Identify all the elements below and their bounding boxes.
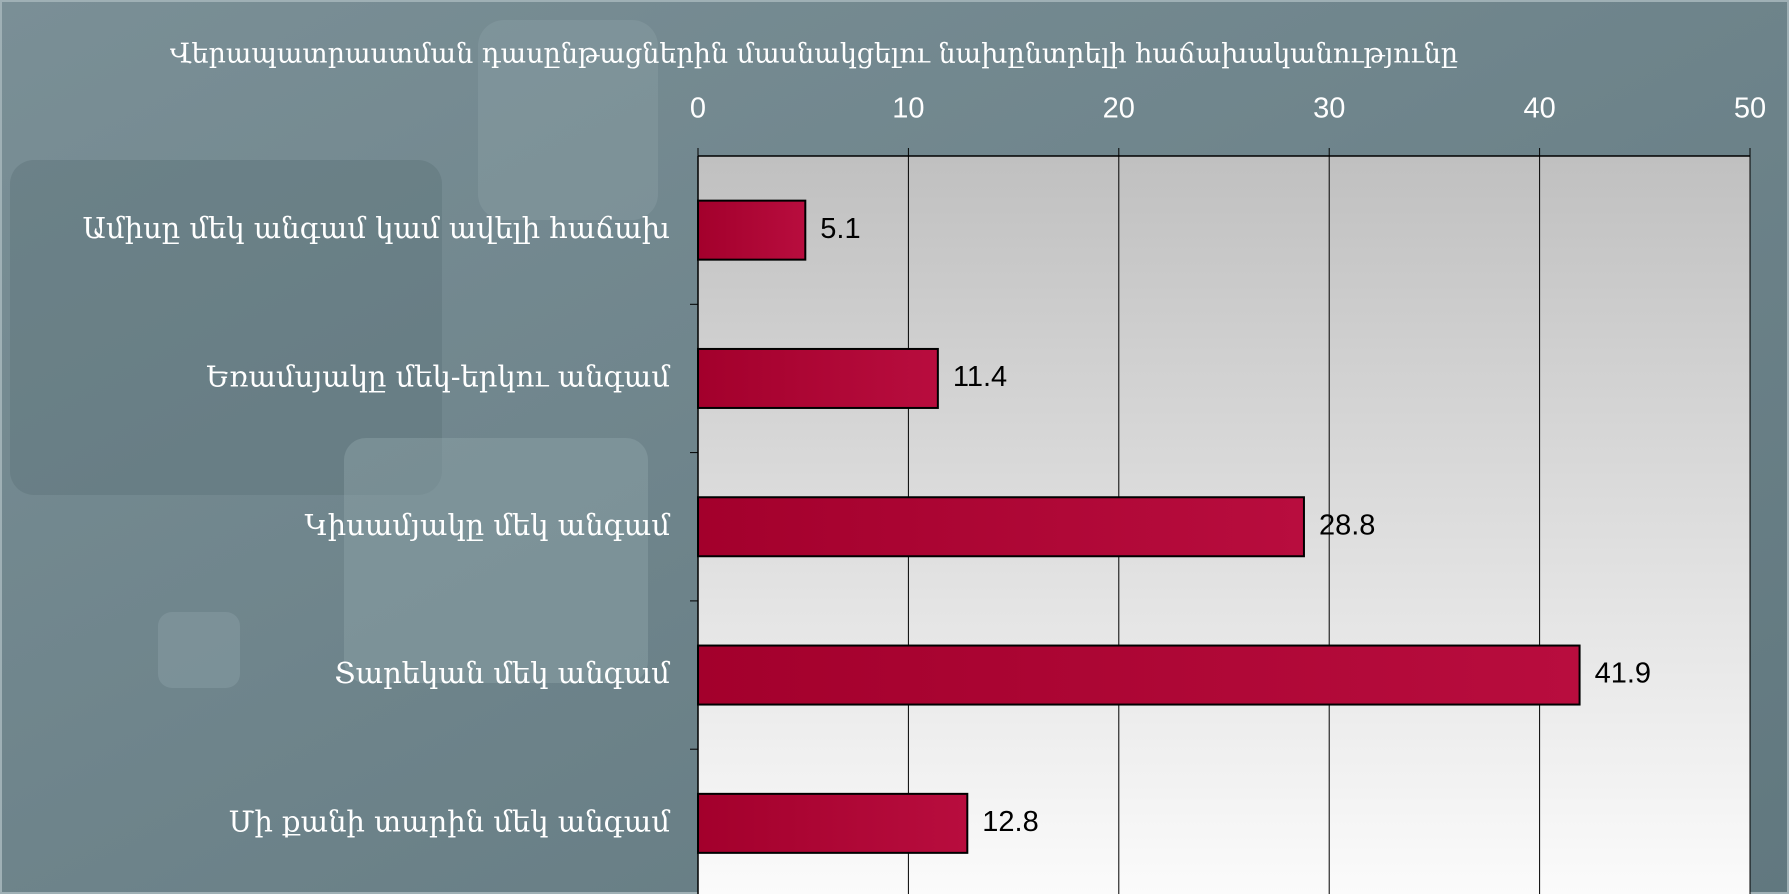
decor [478, 20, 658, 220]
x-tick-label: 0 [690, 93, 706, 125]
y-tick-label: Մի քանի տարին մեկ անգամ [229, 804, 671, 838]
bar [697, 347, 939, 409]
y-tick-label: Տարեկան մեկ անգամ [334, 656, 670, 690]
bar [697, 496, 1305, 558]
x-tick-label: 50 [1734, 93, 1766, 125]
data-label: 11.4 [953, 361, 1007, 393]
decor [10, 160, 442, 495]
chart-title: Վերապատրաստման դասընթացներին մասնակցելու… [170, 39, 1458, 70]
bar [697, 644, 1581, 706]
data-label: 12.8 [982, 806, 1038, 838]
data-label: 28.8 [1319, 509, 1375, 541]
y-tick-label: Ամիսը մեկ անգամ կամ ավելի հաճախ [83, 211, 670, 245]
decor [158, 612, 240, 688]
y-tick-label: Եռամսյակը մեկ-երկու անգամ [206, 359, 670, 393]
x-tick-label: 10 [892, 93, 924, 125]
x-tick-label: 20 [1103, 93, 1135, 125]
bar [697, 199, 807, 261]
data-label: 5.1 [820, 213, 860, 245]
data-label: 41.9 [1595, 658, 1651, 690]
x-tick-label: 30 [1313, 93, 1345, 125]
bar [697, 792, 969, 854]
decor [344, 438, 648, 683]
x-tick-label: 40 [1523, 93, 1555, 125]
y-tick-label: Կիսամյակը մեկ անգամ [304, 508, 670, 542]
